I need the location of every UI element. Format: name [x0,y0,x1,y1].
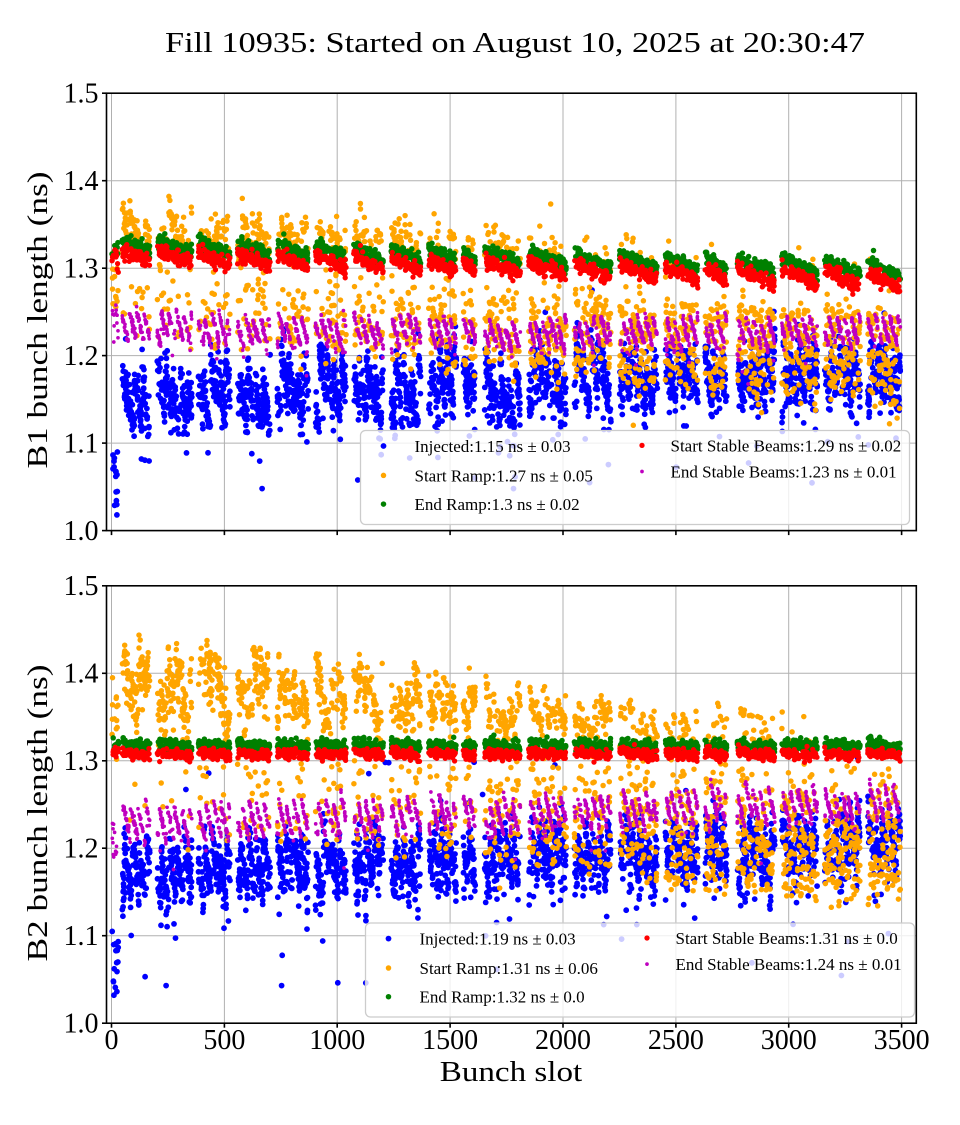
svg-text:End Stable Beams:1.23 ns ± 0.0: End Stable Beams:1.23 ns ± 0.01 [671,463,897,482]
svg-text:Start Ramp:1.31 ns ± 0.06: Start Ramp:1.31 ns ± 0.06 [420,959,598,978]
svg-text:Start Ramp:1.27 ns ± 0.05: Start Ramp:1.27 ns ± 0.05 [415,466,593,485]
svg-text:1.0: 1.0 [64,1009,99,1040]
svg-text:Bunch slot: Bunch slot [440,1056,583,1088]
svg-text:1.3: 1.3 [64,254,99,285]
svg-text:2500: 2500 [648,1025,704,1056]
svg-text:1.4: 1.4 [64,166,99,197]
svg-text:1.3: 1.3 [64,746,99,777]
svg-text:1.4: 1.4 [64,659,99,690]
svg-text:500: 500 [203,1025,245,1056]
svg-text:3500: 3500 [874,1025,930,1056]
svg-text:1.1: 1.1 [64,428,99,459]
svg-text:1500: 1500 [422,1025,478,1056]
svg-text:1.5: 1.5 [64,571,99,602]
svg-text:Injected:1.15 ns ± 0.03: Injected:1.15 ns ± 0.03 [415,437,571,456]
svg-text:Start Stable Beams:1.29 ns ± 0: Start Stable Beams:1.29 ns ± 0.02 [671,436,902,455]
svg-text:1.0: 1.0 [64,516,99,547]
svg-text:1.2: 1.2 [64,341,99,372]
svg-text:Start Stable Beams:1.31 ns ± 0: Start Stable Beams:1.31 ns ± 0.0 [676,929,898,948]
svg-text:End Ramp:1.3 ns ± 0.02: End Ramp:1.3 ns ± 0.02 [415,495,580,514]
svg-text:Injected:1.19 ns ± 0.03: Injected:1.19 ns ± 0.03 [420,930,576,949]
svg-text:End Ramp:1.32 ns ± 0.0: End Ramp:1.32 ns ± 0.0 [420,988,585,1007]
svg-text:1.2: 1.2 [64,834,99,865]
svg-text:B1 bunch length (ns): B1 bunch length (ns) [22,172,54,469]
svg-text:1.5: 1.5 [64,79,99,110]
svg-text:End Stable Beams:1.24 ns ± 0.0: End Stable Beams:1.24 ns ± 0.01 [676,955,902,974]
svg-text:0: 0 [105,1025,119,1056]
svg-text:3000: 3000 [761,1025,817,1056]
svg-text:1000: 1000 [309,1025,365,1056]
svg-text:Fill 10935: Started on August: Fill 10935: Started on August 10, 2025 a… [165,27,865,59]
svg-text:1.1: 1.1 [64,921,99,952]
svg-text:B2 bunch length (ns): B2 bunch length (ns) [22,665,54,962]
svg-text:2000: 2000 [535,1025,591,1056]
